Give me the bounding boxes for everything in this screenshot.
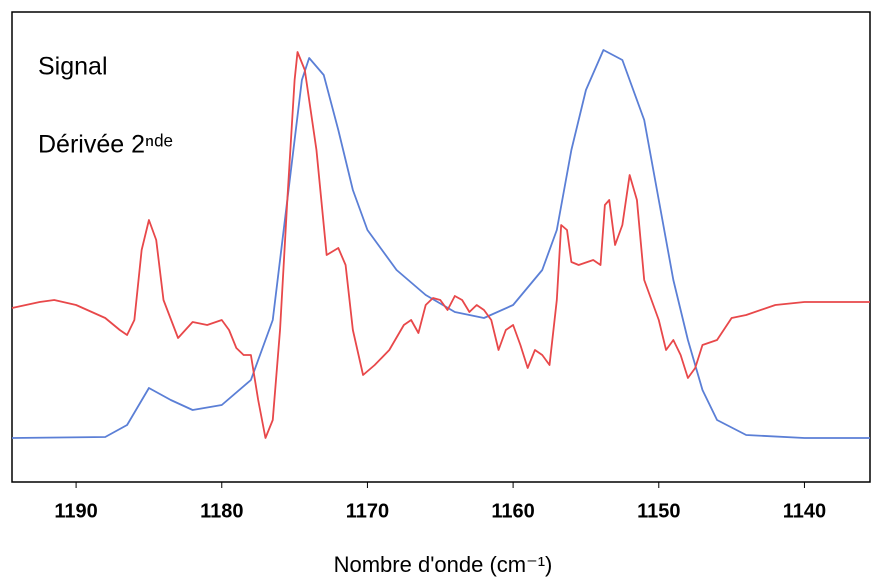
legend-label: Dérivée 2ⁿᵈᵉ xyxy=(38,131,173,159)
plot-frame xyxy=(11,11,871,483)
x-axis-label: Nombre d'onde (cm⁻¹) xyxy=(334,552,553,577)
x-tick-label: 1150 xyxy=(637,500,680,522)
x-tick-label: 1190 xyxy=(54,500,97,522)
x-tick-label: 1180 xyxy=(200,500,243,522)
x-tick-label: 1140 xyxy=(783,500,826,522)
x-tick-label: 1160 xyxy=(491,500,534,522)
series-line xyxy=(11,49,870,439)
series-line xyxy=(11,51,870,439)
legend-label: Signal xyxy=(38,53,108,81)
x-tick-label: 1170 xyxy=(346,500,389,522)
